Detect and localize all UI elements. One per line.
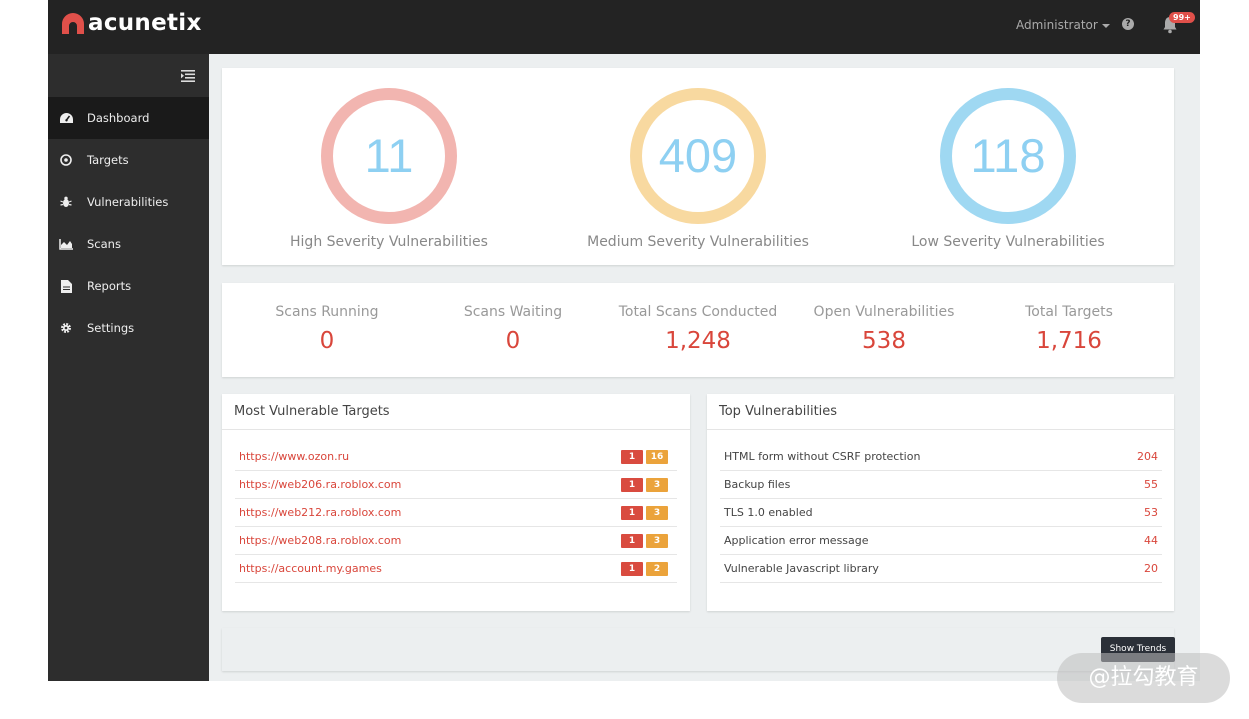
severity-card — [222, 68, 1174, 265]
stat-label: Open Vulnerabilities — [813, 304, 955, 320]
sidebar-item-dashboard[interactable]: Dashboard — [48, 97, 209, 139]
scans-waiting-value[interactable]: 0 — [505, 328, 521, 354]
sidebar-item-vulnerabilities[interactable]: Vulnerabilities — [48, 181, 209, 223]
table-row[interactable]: Application error message 44 — [720, 527, 1162, 555]
vulnerability-name: HTML form without CSRF protection — [724, 450, 921, 463]
vulnerability-name: Application error message — [724, 534, 869, 547]
target-link[interactable]: https://www.ozon.ru — [239, 450, 350, 463]
sidebar-item-label: Targets — [87, 153, 129, 167]
sidebar-item-scans[interactable]: Scans — [48, 223, 209, 265]
menu-collapse-icon[interactable] — [181, 70, 195, 82]
sidebar-item-label: Scans — [87, 237, 121, 251]
vulnerability-count: 44 — [1144, 534, 1158, 547]
stat-label: Scans Running — [275, 304, 379, 320]
low-severity-donut[interactable] — [939, 87, 1077, 225]
high-count-badge: 1 — [621, 478, 643, 492]
high-severity-donut[interactable] — [320, 87, 458, 225]
sidebar-item-label: Reports — [87, 279, 132, 293]
high-count-badge: 1 — [621, 562, 643, 576]
medium-severity-count: 409 — [658, 129, 738, 182]
chevron-down-icon — [1101, 23, 1110, 28]
panel-title: Top Vulnerabilities — [719, 404, 838, 419]
sidebar-item-label: Dashboard — [87, 111, 150, 125]
medium-severity-donut[interactable] — [629, 87, 767, 225]
medium-count-badge: 3 — [646, 506, 668, 520]
target-link[interactable]: https://web212.ra.roblox.com — [239, 506, 402, 519]
vulnerability-count: 55 — [1144, 478, 1158, 491]
dashboard-icon — [59, 111, 73, 125]
sidebar-item-settings[interactable]: Settings — [48, 307, 209, 349]
sidebar: Dashboard Targets Vulnerabilities Scans — [48, 54, 209, 681]
medium-count-badge: 16 — [646, 450, 668, 464]
medium-count-badge: 2 — [646, 562, 668, 576]
stats-card — [222, 283, 1174, 377]
scans-running-value[interactable]: 0 — [319, 328, 335, 354]
most-vulnerable-panel — [222, 394, 690, 611]
table-row[interactable]: HTML form without CSRF protection 204 — [720, 443, 1162, 471]
question-circle-icon[interactable]: ? — [1122, 18, 1134, 30]
gear-icon — [59, 321, 73, 335]
logo[interactable]: acunetix — [60, 10, 202, 36]
notification-badge: 99+ — [1169, 12, 1195, 23]
table-row: https://www.ozon.ru 1 16 — [235, 443, 677, 471]
vulnerability-count: 20 — [1144, 562, 1158, 575]
table-row[interactable]: TLS 1.0 enabled 53 — [720, 499, 1162, 527]
file-icon — [59, 279, 73, 293]
table-row: https://web212.ra.roblox.com 1 3 — [235, 499, 677, 527]
target-link[interactable]: https://web208.ra.roblox.com — [239, 534, 402, 547]
open-vulnerabilities-value[interactable]: 538 — [862, 328, 906, 354]
medium-count-badge: 3 — [646, 478, 668, 492]
vulnerability-name: TLS 1.0 enabled — [724, 506, 813, 519]
medium-severity-label: Medium Severity Vulnerabilities — [587, 234, 809, 250]
high-severity-label: High Severity Vulnerabilities — [290, 234, 488, 250]
low-severity-label: Low Severity Vulnerabilities — [911, 234, 1105, 250]
sidebar-item-reports[interactable]: Reports — [48, 265, 209, 307]
table-row[interactable]: Vulnerable Javascript library 20 — [720, 555, 1162, 583]
vulnerability-name: Backup files — [724, 478, 791, 491]
total-scans-value[interactable]: 1,248 — [665, 328, 731, 354]
top-vulnerabilities-panel — [707, 394, 1174, 611]
low-severity-count: 118 — [970, 129, 1046, 182]
medium-count-badge: 3 — [646, 534, 668, 548]
table-row: https://web208.ra.roblox.com 1 3 — [235, 527, 677, 555]
total-targets-value[interactable]: 1,716 — [1036, 328, 1102, 354]
high-count-badge: 1 — [621, 506, 643, 520]
target-link[interactable]: https://web206.ra.roblox.com — [239, 478, 402, 491]
stat-label: Total Scans Conducted — [618, 304, 778, 320]
table-row: https://web206.ra.roblox.com 1 3 — [235, 471, 677, 499]
trends-card — [222, 628, 1174, 671]
sidebar-item-targets[interactable]: Targets — [48, 139, 209, 181]
target-icon — [59, 153, 73, 167]
sidebar-item-label: Vulnerabilities — [87, 195, 169, 209]
watermark: @拉勾教育 — [1057, 653, 1230, 703]
divider — [707, 429, 1174, 430]
vulnerability-count: 204 — [1137, 450, 1158, 463]
panel-title: Most Vulnerable Targets — [234, 404, 390, 419]
high-count-badge: 1 — [621, 534, 643, 548]
high-severity-count: 11 — [364, 129, 414, 182]
bug-icon — [59, 195, 73, 209]
vulnerability-count: 53 — [1144, 506, 1158, 519]
user-menu[interactable]: Administrator — [1016, 18, 1110, 32]
logo-text: acunetix — [88, 10, 202, 36]
sidebar-item-label: Settings — [87, 321, 135, 335]
sidebar-nav: Dashboard Targets Vulnerabilities Scans — [48, 97, 209, 349]
target-link[interactable]: https://account.my.games — [239, 562, 382, 575]
vulnerability-name: Vulnerable Javascript library — [724, 562, 879, 575]
table-row: https://account.my.games 1 2 — [235, 555, 677, 583]
table-row[interactable]: Backup files 55 — [720, 471, 1162, 499]
stat-label: Scans Waiting — [463, 304, 563, 320]
user-name: Administrator — [1016, 18, 1098, 32]
area-chart-icon — [59, 237, 73, 251]
high-count-badge: 1 — [621, 450, 643, 464]
acunetix-logo-icon — [62, 13, 84, 34]
top-bar: acunetix Administrator ? 99+ — [48, 0, 1200, 54]
divider — [222, 429, 690, 430]
stat-label: Total Targets — [1025, 304, 1113, 320]
